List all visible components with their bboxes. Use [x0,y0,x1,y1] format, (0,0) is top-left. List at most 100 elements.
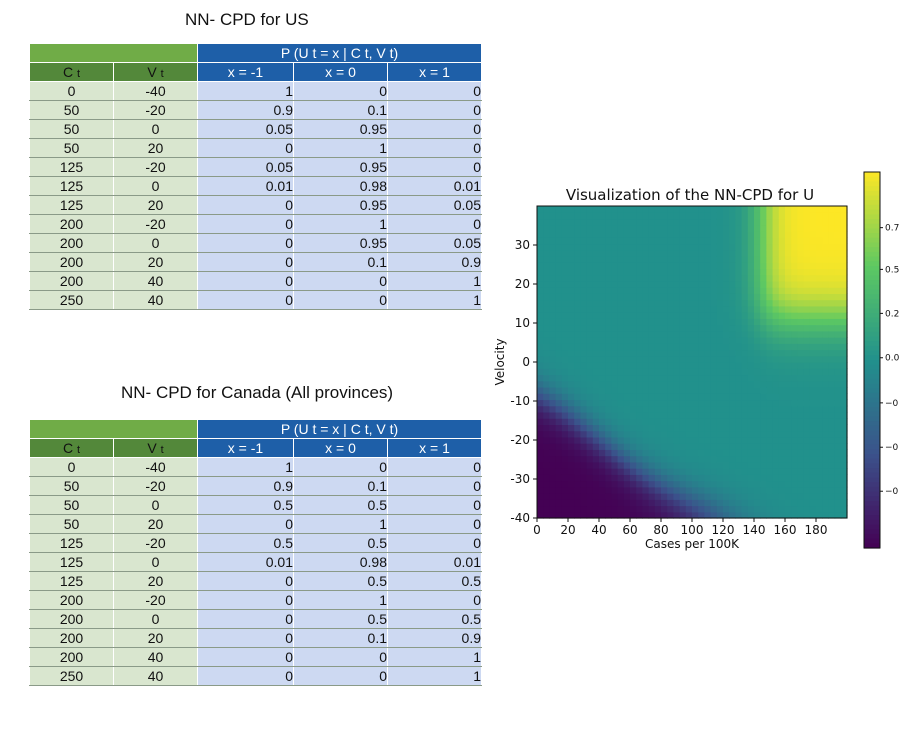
heatmap-cell [623,274,631,282]
heatmap-cell [822,393,829,401]
heatmap-cell [741,274,749,282]
heatmap-cell [747,280,755,288]
heatmap-cell [809,411,817,419]
heatmap-cell [747,299,755,307]
heatmap-cell [729,218,736,226]
heatmap-cell [661,362,668,369]
heatmap-cell [760,474,767,482]
heatmap-cell [785,237,792,245]
heatmap-cell [537,511,544,519]
heatmap-cell [809,274,817,282]
heatmap-cell [586,474,594,482]
heatmap-cell [543,368,550,376]
heatmap-cell [778,312,786,319]
heatmap-cell [580,368,588,376]
colorbar-tick-label: −0 [885,399,899,409]
heatmap-cell [574,374,581,382]
heatmap-cell [822,505,829,513]
heatmap-cell [803,287,811,294]
heatmap-cell [772,293,780,301]
heatmap-cell [760,368,767,376]
heatmap-cell [735,455,743,463]
heatmap-cell [648,505,656,513]
heatmap-cell [692,430,699,438]
heatmap-cell [741,318,749,326]
cell-p-x-0: 0.95 [293,233,388,253]
heatmap-cell [555,493,563,500]
heatmap-cell [704,374,712,382]
heatmap-cell [586,343,594,351]
heatmap-cell [704,443,712,450]
heatmap-cell [822,305,829,313]
heatmap-cell [723,399,730,407]
heatmap-cell [698,249,705,257]
heatmap-cell [710,505,718,513]
heatmap-cell [568,268,575,276]
heatmap-cell [716,424,724,432]
heatmap-cell [605,436,612,444]
heatmap-cell [543,418,550,425]
heatmap-cell [809,237,817,245]
heatmap-cell [785,349,792,357]
heatmap-cell [549,355,557,363]
heatmap-cell [785,418,792,425]
cell-p-x-0: 0.1 [293,476,388,496]
heatmap-cell [537,380,544,388]
heatmap-cell [685,386,693,394]
heatmap-cell [654,418,662,425]
heatmap-cell [685,212,693,220]
heatmap-cell [673,299,681,307]
heatmap-cell [679,224,687,232]
heatmap-cell [747,418,755,425]
colorbar-segment [864,449,880,455]
heatmap-cell [716,499,724,507]
heatmap-cell [611,243,619,251]
heatmap-cell [537,424,544,432]
x-tick-label: 0 [533,523,541,537]
cell-p-x-neg1: 0 [197,214,294,234]
heatmap-cell [785,511,792,519]
heatmap-cell [580,249,588,257]
heatmap-cell [698,374,705,382]
heatmap-cell [803,380,811,388]
heatmap-cell [754,399,761,407]
heatmap-cell [692,218,699,226]
heatmap-cell [791,349,798,357]
heatmap-cell [605,224,612,232]
heatmap-cell [574,337,581,344]
heatmap-cell [698,337,705,344]
heatmap-cell [574,386,581,394]
heatmap-cell [710,312,718,319]
colorbar-segment [864,280,880,286]
heatmap-cell [716,430,724,438]
heatmap-cell [754,280,761,288]
heatmap-cell [561,362,569,369]
heatmap-cell [679,380,687,388]
heatmap-cell [599,386,606,394]
heatmap-cell [766,212,774,220]
heatmap-cell [710,449,718,457]
heatmap-cell [630,212,637,220]
heatmap-cell [574,262,581,269]
heatmap-cell [654,405,662,413]
heatmap-cell [741,393,749,401]
heatmap-cell [673,443,681,450]
heatmap-cell [630,393,637,401]
colorbar-segment [864,486,880,493]
heatmap-cell [785,486,792,494]
heatmap-cell [797,468,805,475]
heatmap-cell [661,280,668,288]
colorbar-segment [864,435,880,441]
heatmap-cell [642,212,650,220]
heatmap-cell [778,418,786,425]
heatmap-cell [785,312,792,319]
heatmap-cell [716,230,724,238]
cell-v: 0 [113,552,198,572]
heatmap-cell [685,243,693,251]
heatmap-cell [673,243,681,251]
heatmap-cell [586,293,594,301]
heatmap-cell [642,218,650,226]
heatmap-cell [654,243,662,251]
heatmap-cell [723,206,730,213]
heatmap-cell [778,206,786,213]
